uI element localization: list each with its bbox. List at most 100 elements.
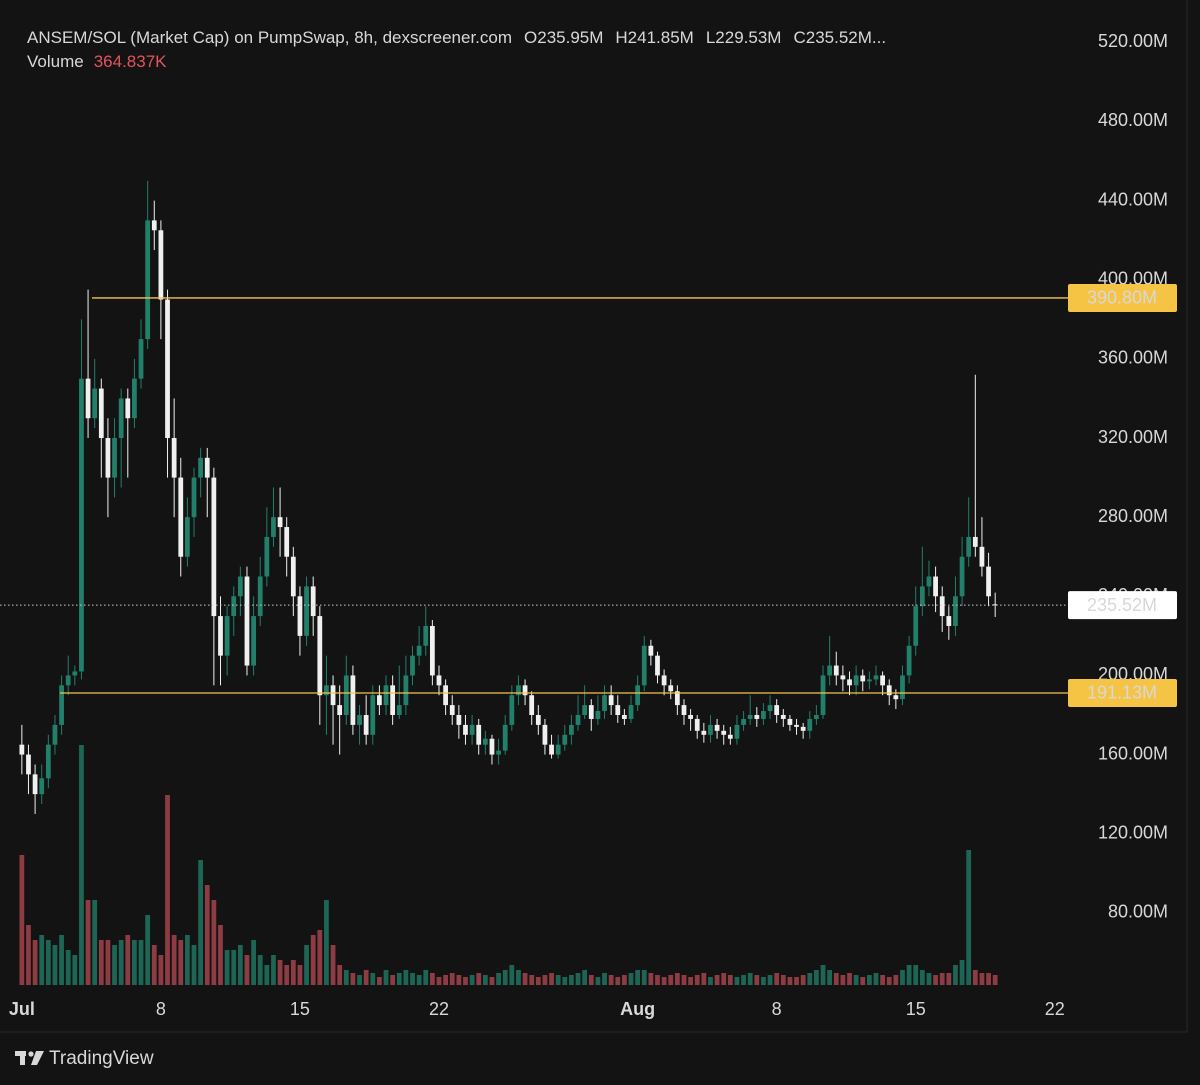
price-label-bg — [1068, 283, 1177, 312]
candle-body — [310, 586, 316, 617]
candle-body — [218, 616, 223, 656]
volume-bar — [767, 975, 773, 985]
candle-body — [906, 645, 912, 676]
volume-bar — [72, 955, 78, 985]
candle-body — [919, 586, 925, 607]
volume-bar — [357, 975, 362, 985]
volume-bar — [754, 975, 760, 985]
candle-body — [569, 724, 574, 735]
volume-bar — [906, 965, 912, 985]
candle-body — [648, 645, 654, 656]
chart-title: ANSEM/SOL (Market Cap) on PumpSwap, 8h, … — [27, 28, 512, 47]
volume-bar — [714, 975, 720, 985]
price-label: 191.13M — [1087, 683, 1157, 703]
candle-body — [516, 685, 521, 696]
y-tick-label: 440.00M — [1098, 189, 1168, 209]
candle-body — [694, 718, 700, 731]
volume-bar — [429, 973, 435, 985]
candle-body — [59, 685, 64, 725]
volume-bar — [59, 935, 64, 985]
candle-body — [52, 724, 58, 745]
candle-body — [972, 536, 978, 547]
volume-bar — [469, 975, 475, 985]
volume-bar — [701, 973, 707, 985]
candle-body — [449, 705, 455, 715]
candle-body — [794, 724, 799, 727]
volume-bar — [622, 975, 627, 985]
plot — [19, 180, 998, 985]
candle-body — [641, 645, 647, 686]
candle-body — [800, 726, 806, 731]
overlay: 390.80M 191.13M 235.52M — [0, 283, 1177, 707]
volume-bar — [456, 975, 462, 985]
candle-body — [138, 339, 144, 379]
candle-body — [443, 685, 448, 706]
candle-body — [655, 655, 660, 676]
volume-bar — [661, 977, 667, 985]
candle-body — [847, 679, 852, 686]
candle-body — [820, 675, 826, 715]
candle-body — [125, 398, 131, 419]
candle-body — [827, 665, 833, 676]
candle-body — [350, 675, 356, 725]
candle-body — [65, 675, 71, 686]
price-label-bg — [1068, 678, 1177, 707]
volume-bar — [416, 975, 422, 985]
volume-bar — [853, 975, 859, 985]
candle-body — [231, 596, 237, 617]
volume-bar — [866, 975, 872, 985]
volume-bar — [396, 973, 402, 985]
volume-bar — [496, 973, 501, 985]
volume-bar — [628, 973, 634, 985]
volume-bar — [840, 975, 846, 985]
volume-bar — [191, 945, 197, 985]
volume-bar — [85, 899, 91, 985]
price-label: 390.80M — [1087, 288, 1157, 308]
candle-body — [211, 477, 217, 617]
volume-bar — [602, 973, 607, 985]
volume-bar — [761, 977, 766, 985]
candle-body — [92, 388, 98, 419]
volume-bar — [900, 969, 905, 985]
x-tick-label: Aug — [620, 999, 655, 1019]
candle-body — [317, 616, 323, 696]
volume-bar — [377, 977, 382, 985]
candle-body — [251, 616, 256, 666]
volume-bar — [145, 915, 151, 985]
volume-bar — [787, 977, 793, 985]
candle-body — [833, 665, 839, 676]
candle-body — [681, 705, 687, 715]
ohlc-high: H241.85M — [615, 28, 693, 47]
candle-body — [853, 675, 859, 686]
volume-bar — [112, 945, 117, 985]
candle-body — [708, 724, 713, 735]
candle-body — [482, 738, 488, 745]
y-tick-label: 400.00M — [1098, 268, 1168, 288]
volume-bar — [297, 965, 303, 985]
candle-body — [423, 625, 429, 646]
candle-body — [158, 230, 164, 300]
volume-bar — [575, 973, 581, 985]
volume-bar — [324, 899, 329, 985]
volume-bar — [19, 855, 25, 985]
candle-body — [595, 711, 601, 719]
candle-body — [893, 695, 899, 700]
candle-body — [933, 576, 938, 597]
volume-bar — [913, 965, 919, 985]
volume-bar — [244, 955, 250, 985]
volume-bar — [410, 973, 415, 985]
volume-bar — [542, 975, 548, 985]
volume-bar — [304, 945, 309, 985]
candle-body — [674, 691, 680, 706]
candle-body — [330, 685, 336, 706]
volume-bar — [449, 973, 455, 985]
candle-body — [939, 596, 945, 617]
volume-bar — [310, 935, 316, 985]
volume-bar — [747, 973, 753, 985]
ohlc-close: C235.52M... — [793, 28, 886, 47]
volume-bar — [668, 975, 674, 985]
volume-bar — [635, 969, 641, 985]
candle-body — [509, 695, 515, 725]
volume-bar — [721, 973, 727, 985]
